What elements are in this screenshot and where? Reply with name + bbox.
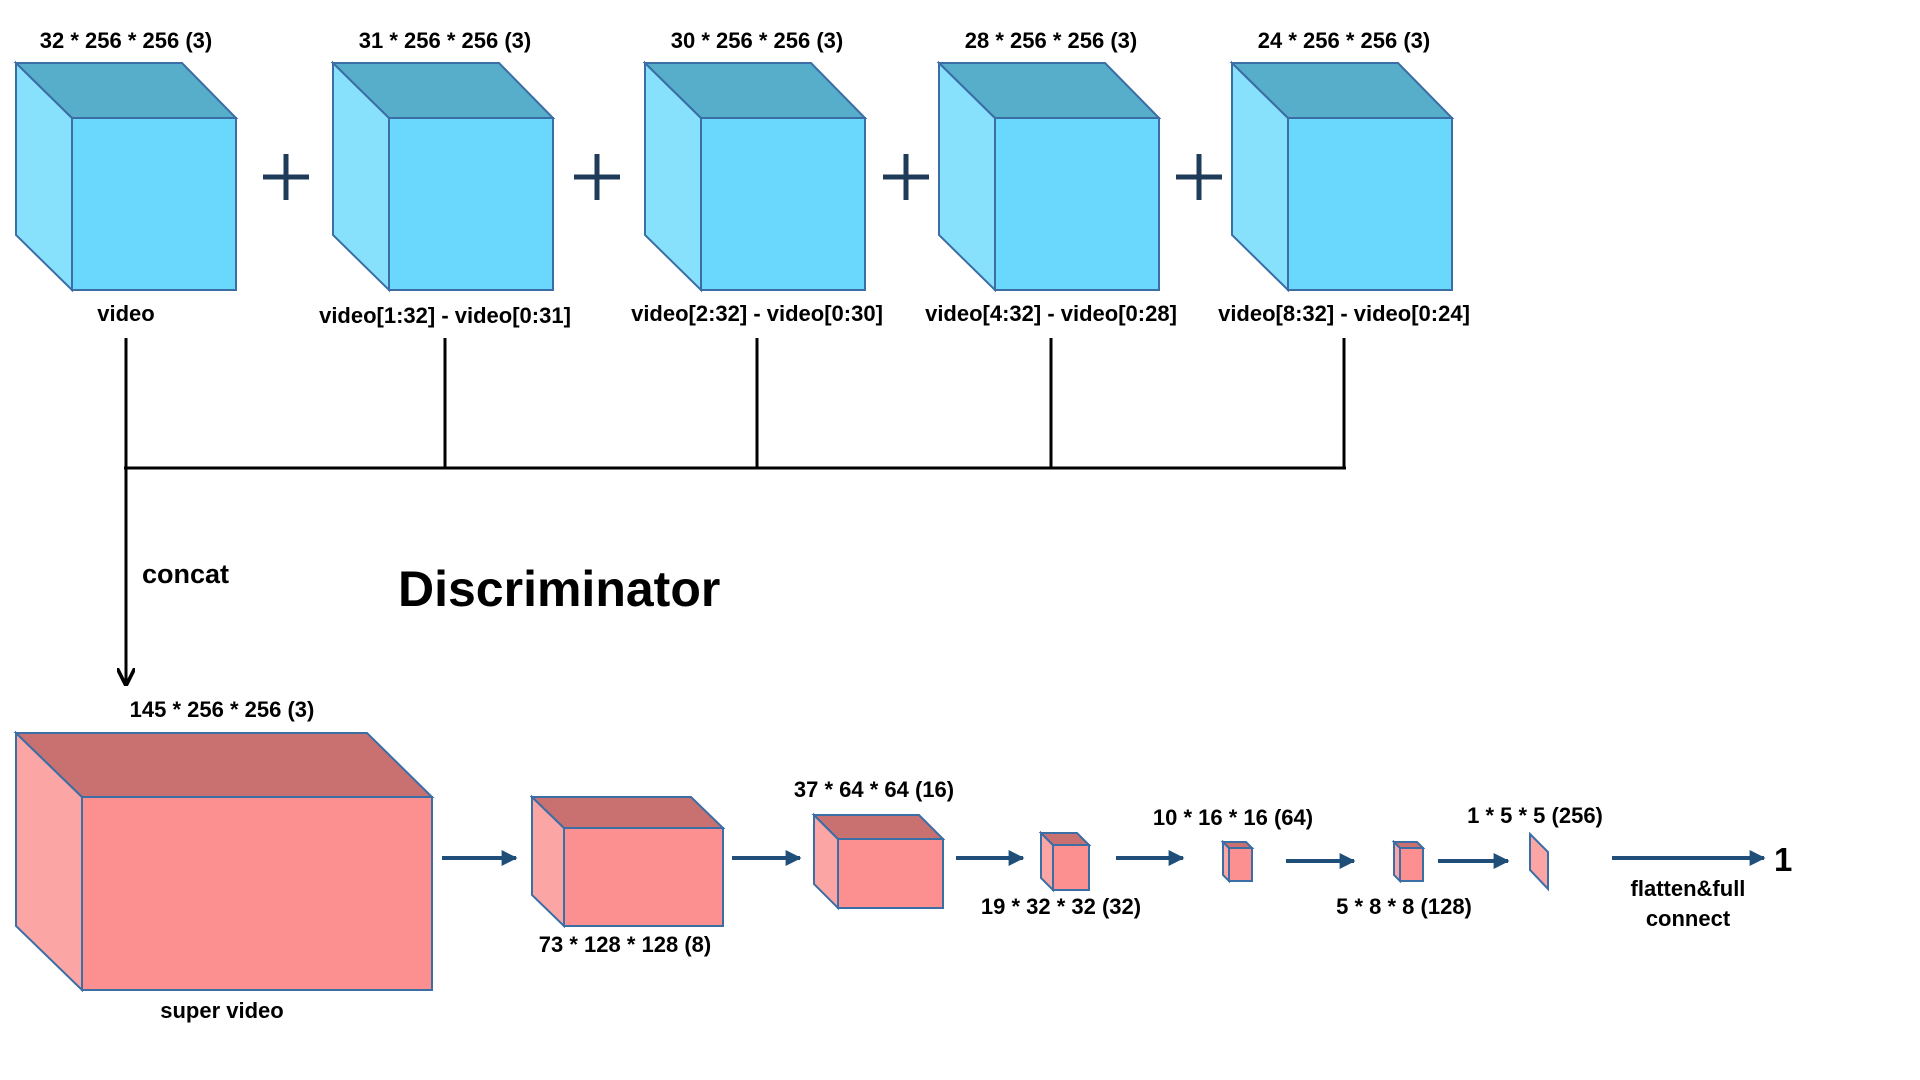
input-size-label: 28 * 256 * 256 (3) [965, 28, 1137, 53]
layer-size-label: 5 * 8 * 8 (128) [1336, 894, 1472, 919]
input-cube-diff-1 [330, 60, 556, 293]
input-name-label: video[8:32] - video[0:24] [1218, 301, 1470, 326]
layer-name-label: super video [160, 998, 283, 1023]
input-size-label: 24 * 256 * 256 (3) [1258, 28, 1430, 53]
layer-size-label: 10 * 16 * 16 (64) [1153, 805, 1313, 830]
layer-cube-2 [529, 794, 726, 929]
layer-size-label: 145 * 256 * 256 (3) [130, 697, 315, 722]
layer-cube-super-video [13, 730, 435, 993]
plus-icon [1176, 154, 1222, 200]
concat-connector [124, 338, 1346, 470]
layer-size-label: 37 * 64 * 64 (16) [794, 777, 954, 802]
flatten-label: connect [1646, 906, 1731, 931]
plus-icon [263, 154, 309, 200]
flatten-label: flatten&full [1631, 876, 1746, 901]
output-value: 1 [1774, 841, 1792, 878]
input-cube-video [13, 60, 239, 293]
layer-size-label: 19 * 32 * 32 (32) [981, 894, 1141, 919]
input-name-label: video[1:32] - video[0:31] [319, 303, 571, 328]
input-cube-diff-4 [936, 60, 1162, 293]
layer-cube-7 [1529, 831, 1549, 892]
concat-label: concat [142, 559, 229, 589]
layer-size-label: 1 * 5 * 5 (256) [1467, 803, 1603, 828]
input-name-label: video[4:32] - video[0:28] [925, 301, 1177, 326]
input-cube-diff-2 [642, 60, 868, 293]
input-name-label: video [97, 301, 154, 326]
layer-cube-4 [1038, 830, 1092, 893]
plus-icon [574, 154, 620, 200]
diagram-title: Discriminator [398, 561, 720, 617]
input-name-label: video[2:32] - video[0:30] [631, 301, 883, 326]
layer-cube-3 [811, 812, 946, 911]
input-size-label: 31 * 256 * 256 (3) [359, 28, 531, 53]
input-size-label: 32 * 256 * 256 (3) [40, 28, 212, 53]
input-cube-diff-8 [1229, 60, 1455, 293]
plus-icon [883, 154, 929, 200]
layer-cube-6 [1391, 839, 1426, 884]
input-size-label: 30 * 256 * 256 (3) [671, 28, 843, 53]
layer-size-label: 73 * 128 * 128 (8) [539, 932, 711, 957]
layer-cube-5 [1220, 839, 1255, 884]
